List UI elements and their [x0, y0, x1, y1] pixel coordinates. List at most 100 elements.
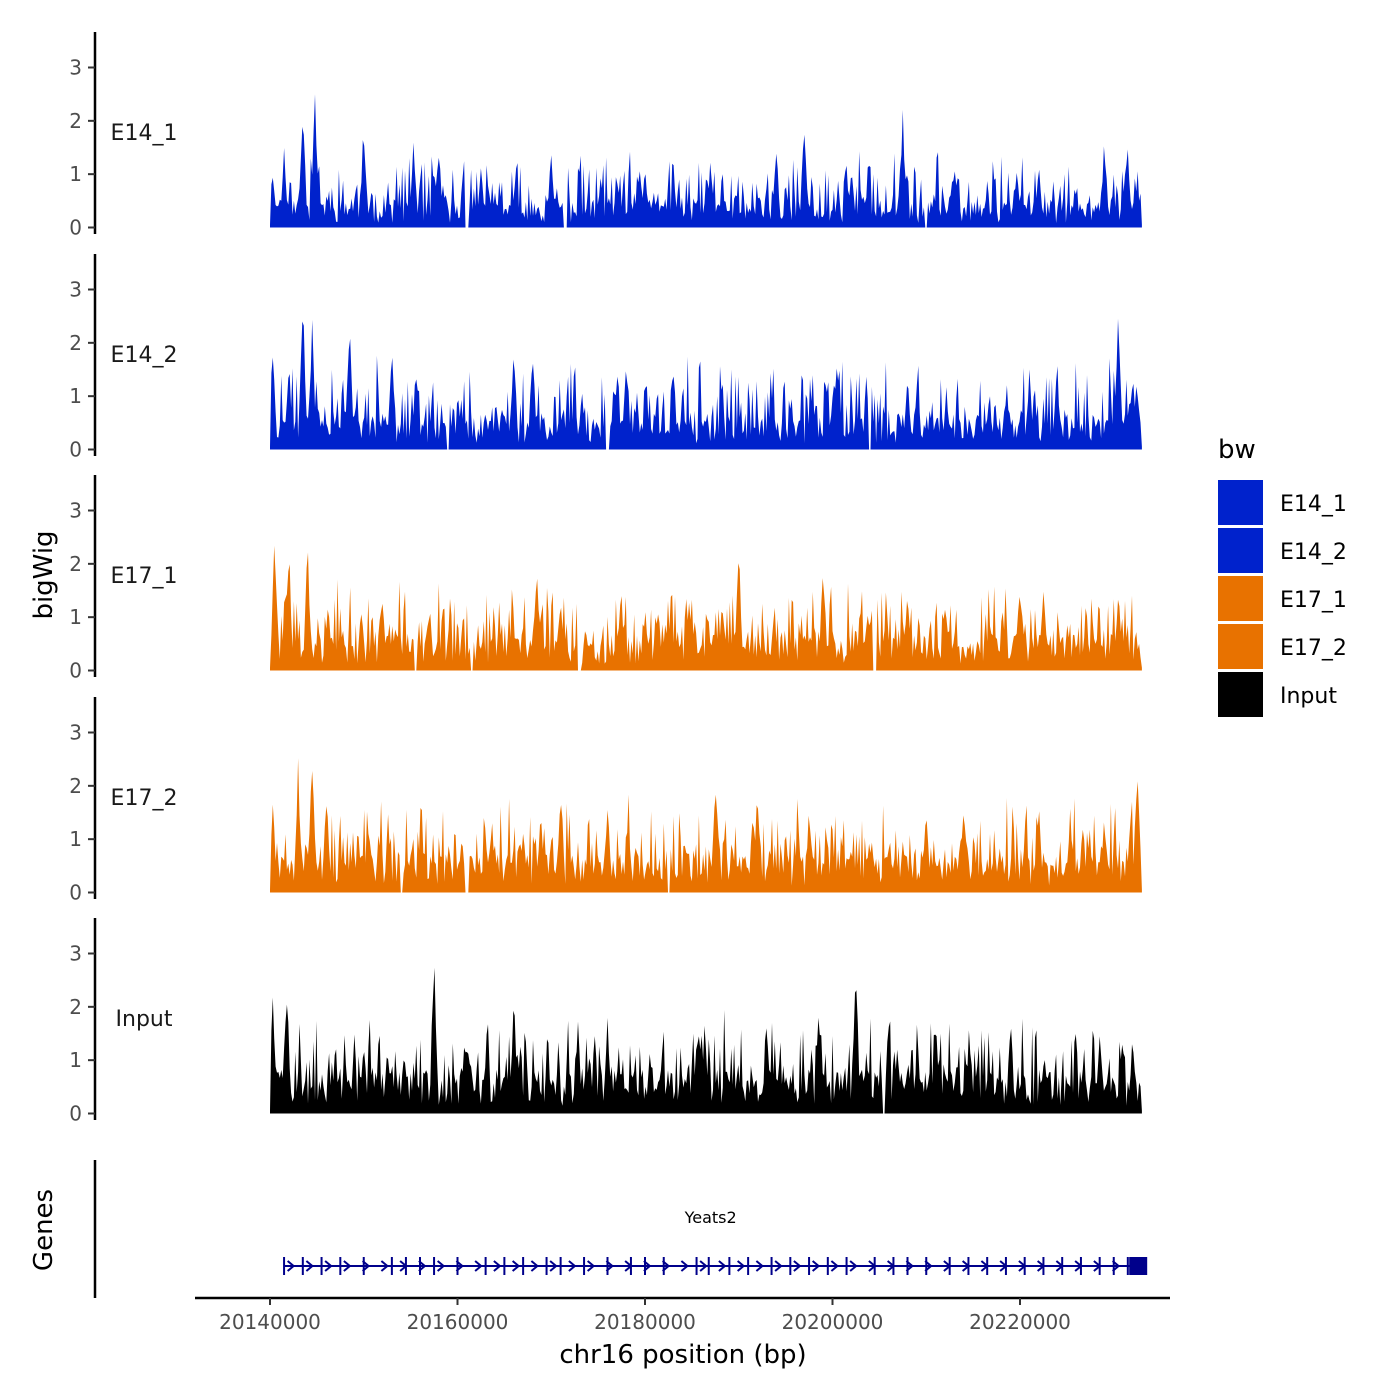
track-label: E14_1	[111, 121, 178, 146]
y-tick-label: 0	[69, 659, 82, 683]
track-label: E14_2	[111, 343, 178, 368]
y-tick-label: 2	[69, 552, 82, 576]
exon-mark	[301, 1257, 304, 1275]
exon-mark	[873, 1257, 876, 1275]
legend-label: E17_2	[1280, 636, 1347, 661]
exon-mark	[1126, 1257, 1129, 1275]
exon-mark	[362, 1257, 365, 1275]
legend-label: E14_2	[1280, 540, 1347, 565]
strand-arrow	[830, 1260, 839, 1272]
exon-mark	[986, 1257, 989, 1275]
legend-swatch	[1218, 624, 1263, 669]
exon-mark	[1098, 1257, 1101, 1275]
y-axis-title: bigWig	[29, 530, 59, 619]
gene-label: Yeats2	[684, 1208, 737, 1227]
exon-mark	[1042, 1257, 1045, 1275]
signal-area	[270, 758, 1142, 893]
y-tick-label: 2	[69, 331, 82, 355]
x-axis-title: chr16 position (bp)	[559, 1340, 806, 1370]
strand-arrow	[549, 1260, 558, 1272]
legend-title: bw	[1218, 435, 1256, 465]
y-tick-label: 0	[69, 881, 82, 905]
exon-mark	[845, 1257, 848, 1275]
strand-arrow	[736, 1260, 746, 1272]
gene-panel: Yeats2	[93, 1160, 1148, 1298]
exon-mark	[826, 1257, 829, 1275]
exon-mark	[925, 1257, 928, 1275]
legend-swatch	[1218, 528, 1263, 573]
exon-mark	[789, 1257, 792, 1275]
exon-mark	[419, 1257, 421, 1275]
y-tick-label: 1	[69, 1048, 82, 1072]
track-label: Input	[116, 1007, 173, 1032]
legend-label: E14_1	[1280, 492, 1347, 517]
x-tick-label: 20220000	[969, 1310, 1071, 1334]
y-tick-label: 3	[69, 278, 82, 302]
strand-arrow	[436, 1260, 446, 1272]
track-panel-e14-2: 0 1 2 3 E14_2	[69, 254, 1142, 462]
gene-panel-title: Genes	[29, 1189, 59, 1271]
exon-mark	[747, 1257, 750, 1275]
gene-yeats2: Yeats2	[283, 1208, 1148, 1275]
exon-mark	[339, 1257, 342, 1275]
exon-mark	[390, 1257, 393, 1275]
exon-mark	[892, 1257, 895, 1275]
exon-mark	[1061, 1257, 1064, 1275]
legend-swatch	[1218, 672, 1263, 717]
y-tick-label: 2	[69, 774, 82, 798]
y-tick-label: 3	[69, 942, 82, 966]
exon-mark	[283, 1257, 286, 1275]
exon-mark	[559, 1257, 562, 1275]
exon-mark	[906, 1257, 909, 1275]
y-tick-label: 1	[69, 162, 82, 186]
legend: bw E14_1 E14_2 E17_1 E17_2 Input	[1218, 435, 1347, 717]
strand-arrow	[493, 1260, 502, 1272]
y-tick-label: 2	[69, 109, 82, 133]
exon-mark	[456, 1257, 459, 1275]
exon-mark	[707, 1257, 710, 1275]
legend-swatch	[1218, 480, 1263, 525]
signal-area	[270, 94, 1142, 228]
track-panel-e17-1: 0 1 2 3 E17_1	[69, 475, 1142, 683]
y-tick-label: 1	[69, 827, 82, 851]
exon-mark	[404, 1257, 407, 1275]
y-tick-label: 1	[69, 384, 82, 408]
strand-arrow	[511, 1260, 521, 1272]
track-panel-e14-1: 0 1 2 3 E14_1	[69, 32, 1142, 240]
y-tick-label: 2	[69, 995, 82, 1019]
x-axis: 20140000 20160000 20180000 20200000 20220000	[195, 1296, 1170, 1334]
exon-mark	[629, 1257, 632, 1275]
exon-mark	[770, 1257, 773, 1275]
exon-mark	[1023, 1257, 1026, 1275]
exon-mark	[583, 1257, 586, 1275]
exon-mark	[808, 1257, 811, 1275]
track-panel-input: 0 1 2 3 Input	[69, 918, 1142, 1126]
exon-mark	[1004, 1257, 1007, 1275]
exon-mark	[728, 1257, 731, 1275]
exon-mark	[1112, 1257, 1115, 1275]
y-tick-label: 0	[69, 216, 82, 240]
signal-area	[270, 318, 1142, 450]
y-tick-label: 3	[69, 499, 82, 523]
track-label: E17_2	[111, 786, 178, 811]
y-tick-label: 1	[69, 605, 82, 629]
strand-arrow	[811, 1260, 821, 1272]
strand-arrow	[699, 1260, 708, 1272]
exon-mark	[545, 1257, 548, 1275]
legend-label: E17_1	[1280, 588, 1347, 613]
strand-arrow	[380, 1260, 389, 1272]
exon-mark	[644, 1257, 646, 1275]
strand-arrow	[793, 1260, 802, 1272]
strand-arrow	[849, 1260, 858, 1272]
strand-arrow	[586, 1260, 596, 1272]
signal-panels: 0 1 2 3 E14_1 0 1 2 3 E14_2 0 1 2 3 E17_1 0 1 2 3 E17_2 0 1 2 3…	[69, 32, 1142, 1126]
strand-arrow	[324, 1260, 333, 1272]
exon-mark	[503, 1257, 506, 1275]
exon-mark	[522, 1257, 525, 1275]
exon-mark	[1079, 1257, 1082, 1275]
legend-swatch	[1218, 576, 1263, 621]
strand-arrow	[305, 1260, 314, 1272]
strand-arrow	[474, 1260, 483, 1272]
strand-arrow	[718, 1260, 727, 1272]
